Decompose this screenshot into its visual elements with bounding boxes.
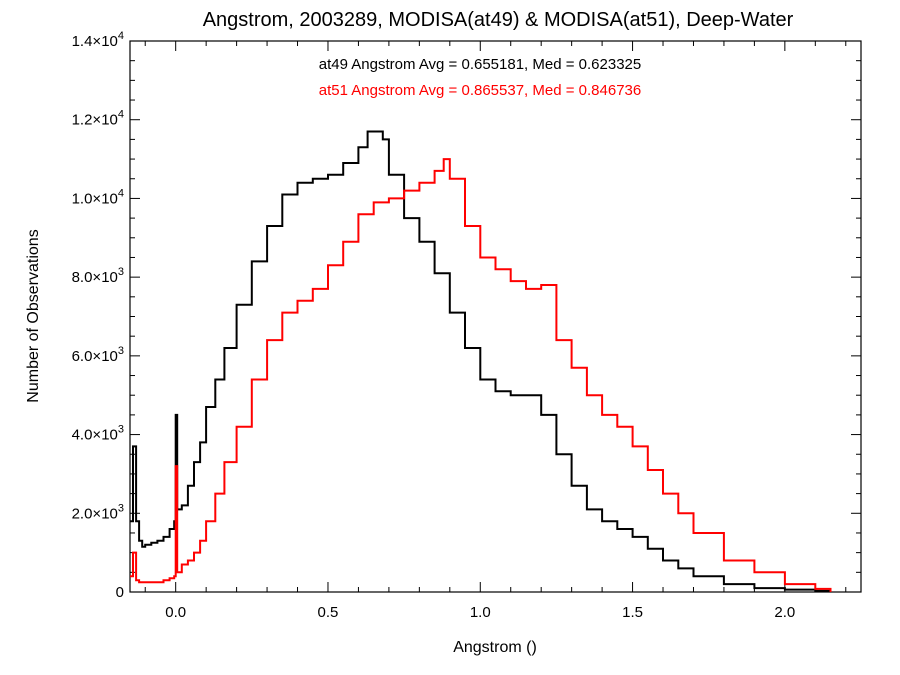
y-tick-label: 6.0×103: [72, 345, 124, 365]
x-tick-label: 0.0: [165, 604, 186, 621]
x-tick-label: 2.0: [774, 604, 795, 621]
chart-title: Angstrom, 2003289, MODISA(at49) & MODISA…: [203, 9, 794, 31]
x-tick-label: 1.5: [622, 604, 643, 621]
plot-frame: [129, 40, 862, 593]
y-axis-label: Number of Observations: [25, 229, 42, 402]
x-tick-label: 0.5: [318, 604, 339, 621]
y-axis: 0 2.0×103 4.0×103 6.0×103 8.0×103 1.0×104 1.2×…: [72, 30, 861, 601]
x-axis-label: Angstrom (): [453, 639, 537, 656]
x-tick-label: 1.0: [470, 604, 491, 621]
y-tick-label: 8.0×103: [72, 266, 124, 286]
y-tick-label: 4.0×103: [72, 424, 124, 444]
annotation-at51: at51 Angstrom Avg = 0.865537, Med = 0.84…: [319, 82, 641, 99]
series-at49-line: [130, 130, 832, 592]
series-at51-line: [130, 158, 832, 592]
y-tick-label: 1.0×104: [72, 187, 124, 207]
y-tick-label: 1.4×104: [72, 30, 124, 50]
x-axis: 0.0 0.5 1.0 1.5 2.0: [144, 41, 847, 621]
y-tick-label: 1.2×104: [72, 109, 124, 129]
series-layer: [130, 130, 832, 592]
y-tick-label: 0: [116, 584, 124, 601]
plot-area: 0 2.0×103 4.0×103 6.0×103 8.0×103 1.0×104 1.2×…: [72, 30, 862, 621]
y-tick-label: 2.0×103: [72, 502, 124, 522]
annotation-at49: at49 Angstrom Avg = 0.655181, Med = 0.62…: [319, 56, 641, 73]
